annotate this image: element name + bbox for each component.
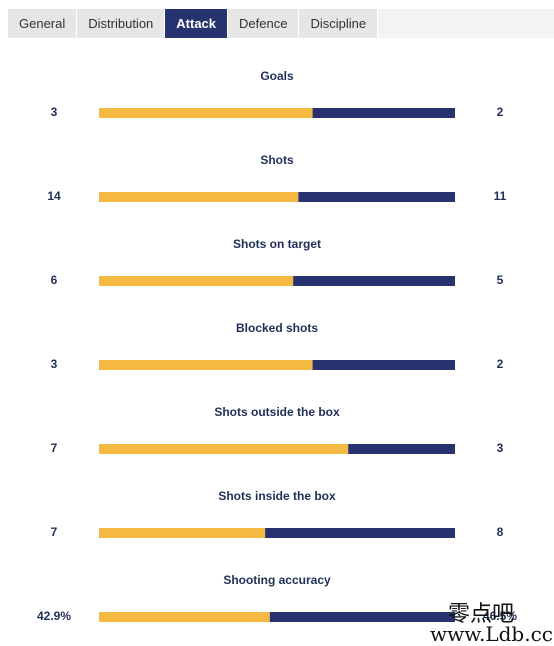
tab[interactable]: Defence <box>228 9 300 38</box>
away-value: 46.5% <box>483 609 517 623</box>
away-value: 8 <box>497 525 504 539</box>
away-value: 11 <box>494 189 507 203</box>
home-value: 42.9% <box>37 609 71 623</box>
home-bar <box>99 444 349 454</box>
home-bar <box>99 276 294 286</box>
away-value: 5 <box>497 273 504 287</box>
tab-bar: General Distribution Attack Defence Discipli… <box>8 9 554 38</box>
stat-label: Shots inside the box <box>218 489 336 503</box>
away-value: 3 <box>497 441 504 455</box>
away-bar <box>312 360 455 370</box>
away-bar <box>348 444 455 454</box>
tab[interactable]: General <box>8 9 78 38</box>
watermark: 零点吧 <box>448 602 515 627</box>
stat-label: Goals <box>260 69 294 83</box>
away-bar <box>293 276 455 286</box>
stat-label: Shots on target <box>233 237 321 251</box>
stat-label: Shooting accuracy <box>223 573 331 587</box>
home-bar <box>99 192 299 202</box>
home-bar <box>99 108 313 118</box>
home-bar <box>99 528 266 538</box>
away-bar <box>312 108 455 118</box>
away-bar <box>265 528 455 538</box>
tab[interactable]: Distribution <box>77 9 166 38</box>
home-bar <box>99 612 270 622</box>
stat-label: Shots outside the box <box>214 405 340 419</box>
home-value: 7 <box>51 525 58 539</box>
stat-label: Blocked shots <box>236 321 318 335</box>
away-bar <box>269 612 455 622</box>
tab[interactable]: Attack <box>165 9 229 38</box>
home-value: 3 <box>51 357 58 371</box>
home-value: 7 <box>51 441 58 455</box>
watermark: www.Ldb.cc <box>430 622 553 646</box>
away-value: 2 <box>497 105 504 119</box>
home-value: 14 <box>47 189 61 203</box>
home-bar <box>99 360 313 370</box>
stat-label: Shots <box>260 153 294 167</box>
home-value: 3 <box>51 105 58 119</box>
home-value: 6 <box>51 273 58 287</box>
away-value: 2 <box>497 357 504 371</box>
tab[interactable]: Discipline <box>299 9 379 38</box>
away-bar <box>298 192 455 202</box>
